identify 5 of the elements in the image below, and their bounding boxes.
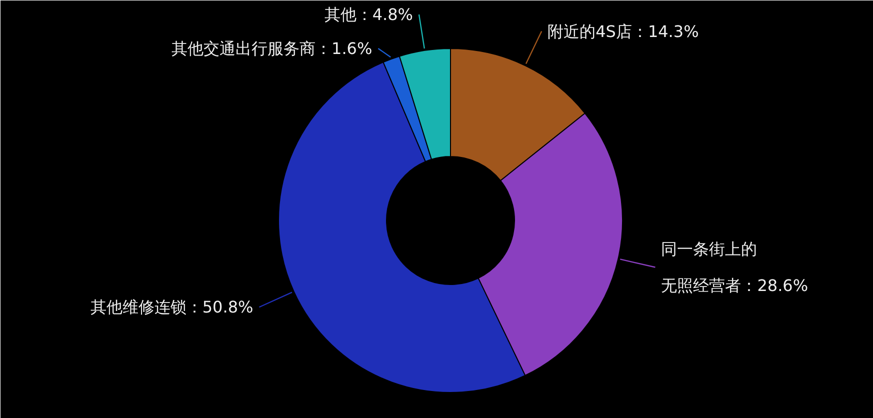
slice-label: 附近的4S店：14.3% <box>548 22 699 41</box>
slice-label: 其他维修连锁：50.8% <box>90 298 254 317</box>
slice-label: 同一条街上的无照经营者：28.6% <box>661 240 808 295</box>
slice-label: 其他交通出行服务商：1.6% <box>172 39 372 58</box>
slice-label: 其他：4.8% <box>324 5 413 24</box>
